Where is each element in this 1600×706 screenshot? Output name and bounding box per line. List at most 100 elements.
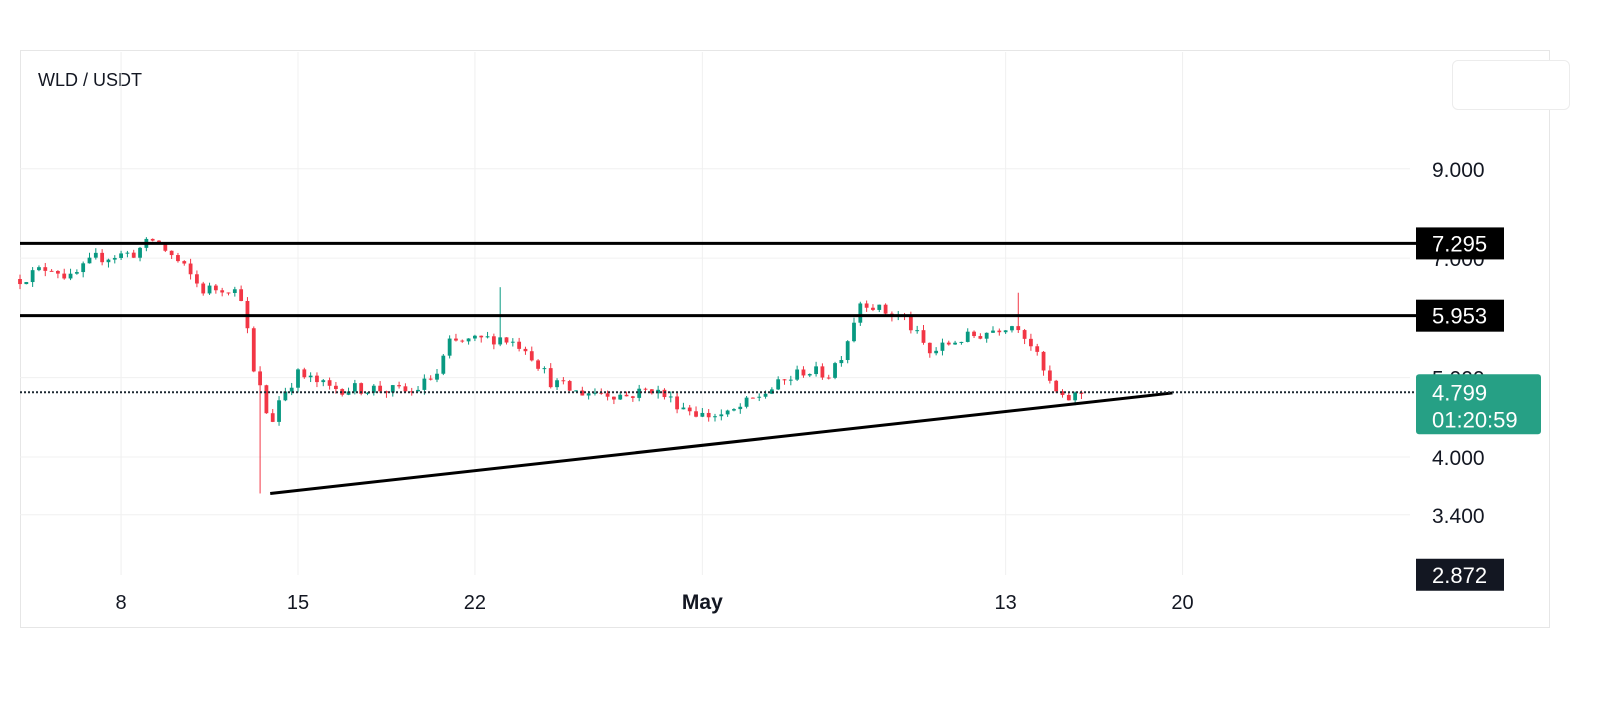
- candle-body: [927, 342, 932, 354]
- trendline: [270, 391, 1173, 495]
- candle-body: [283, 391, 288, 401]
- candle-body: [138, 247, 142, 258]
- candle-body: [801, 369, 806, 376]
- candle-body: [270, 413, 275, 422]
- candle-body: [668, 396, 673, 398]
- y-tick-label: 3.400: [1432, 505, 1485, 528]
- candle-body: [833, 363, 837, 378]
- candle-body: [397, 385, 401, 387]
- x-tick-label: 13: [995, 592, 1017, 614]
- candle-body: [662, 389, 667, 398]
- candle-body: [725, 410, 730, 415]
- candle-body: [940, 342, 945, 351]
- candle-body: [624, 394, 629, 397]
- y-tick-label: 9.000: [1432, 159, 1485, 182]
- candle-body: [871, 307, 875, 310]
- candle-body: [700, 412, 705, 417]
- level-price-tag-text: 5.953: [1432, 304, 1487, 329]
- candle-body: [1066, 395, 1071, 401]
- candle-body: [441, 355, 446, 374]
- candle-body: [953, 342, 957, 345]
- candle-body: [795, 369, 800, 380]
- candle-body: [201, 283, 206, 294]
- candle-body: [74, 272, 79, 274]
- candle-body: [877, 304, 882, 310]
- candle-body: [182, 261, 187, 264]
- candle-body: [630, 396, 635, 398]
- candle-body: [523, 348, 528, 352]
- candle-body: [965, 331, 970, 342]
- candle-body: [1022, 330, 1027, 339]
- candle-body: [643, 388, 648, 390]
- candle-body: [1010, 326, 1014, 331]
- candle-body: [1003, 330, 1008, 333]
- pair-title: WLD / USDT: [38, 70, 143, 90]
- candle-body: [769, 389, 774, 394]
- candle-body: [81, 263, 86, 273]
- candle-body: [150, 238, 155, 241]
- candle-body: [612, 396, 616, 400]
- candle-body: [371, 385, 376, 393]
- candle-body: [814, 366, 818, 375]
- candle-body: [738, 406, 743, 410]
- candle-body: [56, 270, 60, 274]
- candle-body: [125, 252, 130, 254]
- candle-body: [757, 396, 762, 398]
- candle-body: [788, 379, 793, 381]
- candle-body: [49, 270, 54, 272]
- candle-body: [195, 274, 199, 284]
- candle-body: [656, 389, 661, 394]
- candle-body: [820, 366, 825, 378]
- candle-body: [24, 282, 29, 285]
- candle-body: [213, 285, 218, 291]
- candle-body: [1060, 391, 1065, 396]
- chart-frame: [20, 50, 1550, 628]
- x-tick-label: 22: [464, 592, 486, 614]
- candle-body: [384, 391, 389, 393]
- x-tick-label: 20: [1171, 592, 1193, 614]
- candle-body: [18, 279, 22, 285]
- candle-body: [782, 379, 787, 381]
- candle-body: [1035, 346, 1040, 352]
- candle-body: [687, 407, 692, 412]
- chart-control-box[interactable]: [1452, 60, 1570, 110]
- candle-body: [258, 371, 262, 386]
- candle-body: [858, 303, 863, 323]
- candle-body: [43, 267, 48, 271]
- candle-body: [694, 411, 698, 417]
- candle-body: [504, 337, 509, 343]
- candle-body: [1016, 326, 1021, 331]
- candle-body: [618, 394, 623, 400]
- candle-body: [277, 400, 281, 422]
- candle-body: [586, 393, 591, 396]
- countdown-timer: 01:20:59: [1432, 407, 1518, 432]
- candle-body: [491, 336, 496, 345]
- candle-body: [37, 267, 41, 271]
- candle-body: [207, 285, 212, 294]
- candle-body: [220, 290, 225, 293]
- level-price-tag: [1416, 299, 1504, 332]
- candle-body: [593, 392, 597, 394]
- candle-body: [302, 369, 307, 378]
- candle-body: [675, 396, 679, 410]
- candle-body: [131, 252, 136, 258]
- candle-body: [864, 303, 869, 308]
- candle-body: [232, 289, 237, 293]
- candle-body: [479, 335, 484, 338]
- candle-body: [1041, 351, 1046, 371]
- candle-body: [466, 338, 471, 342]
- candle-body: [744, 397, 749, 407]
- candle-body: [776, 379, 781, 390]
- candle-body: [68, 273, 73, 279]
- candle-body: [176, 255, 180, 262]
- candle-body: [365, 392, 370, 394]
- candle-body: [1029, 338, 1033, 347]
- candle-body: [561, 380, 566, 382]
- candle-body: [308, 375, 313, 378]
- candle-body: [296, 369, 300, 388]
- candle-body: [498, 337, 503, 345]
- candle-body: [510, 341, 515, 343]
- candle-body: [188, 263, 193, 275]
- candle-body: [409, 391, 414, 393]
